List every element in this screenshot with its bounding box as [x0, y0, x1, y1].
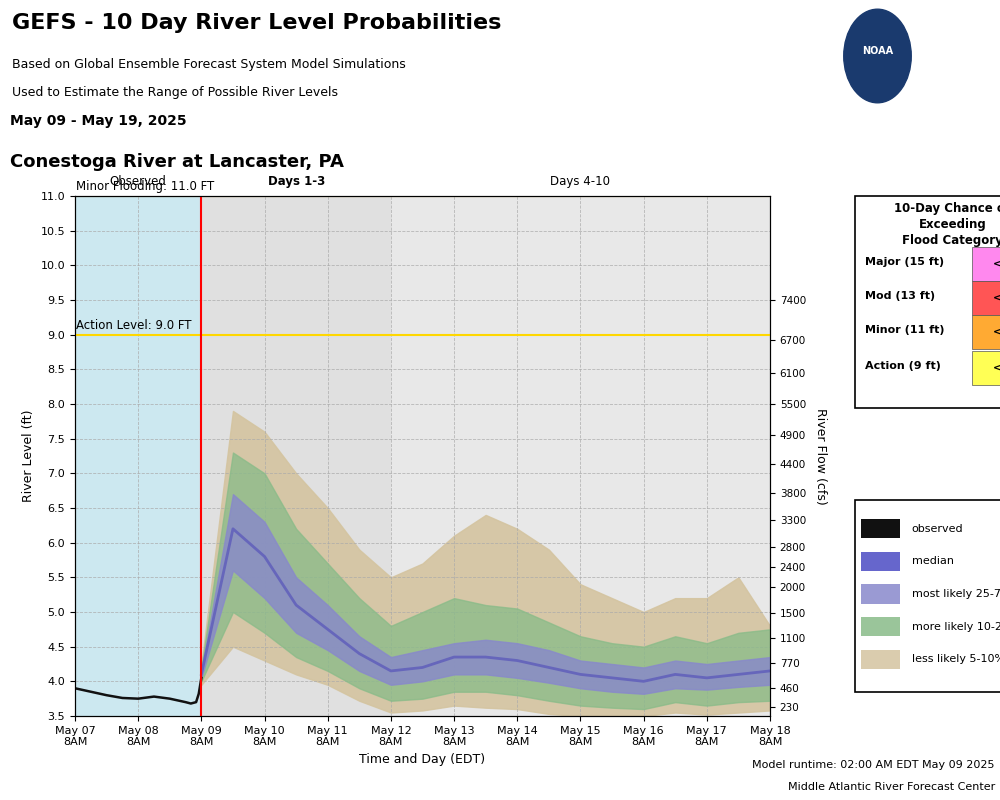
Text: Action (9 ft): Action (9 ft) [865, 361, 941, 370]
Text: more likely 10-25%: more likely 10-25% [912, 622, 1000, 632]
Bar [861, 617, 900, 636]
Bar [201, 196, 391, 716]
Y-axis label: River Flow (cfs): River Flow (cfs) [814, 408, 827, 504]
Text: NOAA: NOAA [862, 46, 893, 56]
Circle shape [844, 10, 911, 102]
Text: Action Level: 9.0 FT: Action Level: 9.0 FT [76, 319, 192, 332]
Bar [75, 196, 201, 716]
Text: GEFS - 10 Day River Level Probabilities: GEFS - 10 Day River Level Probabilities [12, 13, 501, 33]
Bar [861, 650, 900, 669]
Text: Minor (11 ft): Minor (11 ft) [865, 325, 944, 334]
Bar [972, 281, 1000, 314]
Text: < 5%: < 5% [993, 293, 1000, 302]
Text: Minor Flooding: 11.0 FT: Minor Flooding: 11.0 FT [76, 180, 215, 194]
Y-axis label: River Level (ft): River Level (ft) [22, 410, 35, 502]
Text: Mod (13 ft): Mod (13 ft) [865, 290, 935, 301]
Text: less likely 5-10%: less likely 5-10% [912, 654, 1000, 664]
Text: < 5%: < 5% [993, 326, 1000, 337]
Text: < 5%: < 5% [993, 259, 1000, 269]
Text: observed: observed [912, 524, 963, 534]
Bar [972, 350, 1000, 385]
Text: < 5%: < 5% [993, 362, 1000, 373]
Text: 10-Day Chance of
Exceeding
Flood Category: 10-Day Chance of Exceeding Flood Categor… [894, 202, 1000, 247]
Text: Days 1-3: Days 1-3 [268, 175, 325, 188]
Text: median: median [912, 557, 954, 566]
Text: Days 4-10: Days 4-10 [550, 175, 610, 188]
Text: Middle Atlantic River Forecast Center: Middle Atlantic River Forecast Center [788, 782, 995, 792]
Bar [972, 314, 1000, 349]
Text: Used to Estimate the Range of Possible River Levels: Used to Estimate the Range of Possible R… [12, 86, 338, 99]
Text: May 09 - May 19, 2025: May 09 - May 19, 2025 [10, 114, 187, 128]
Bar [861, 552, 900, 571]
Bar [972, 247, 1000, 281]
Text: Based on Global Ensemble Forecast System Model Simulations: Based on Global Ensemble Forecast System… [12, 58, 406, 71]
X-axis label: Time and Day (EDT): Time and Day (EDT) [359, 753, 486, 766]
Text: NWS: NWS [942, 46, 968, 56]
Bar [391, 196, 770, 716]
Text: Observed: Observed [110, 175, 167, 188]
Bar [861, 519, 900, 538]
Text: Conestoga River at Lancaster, PA: Conestoga River at Lancaster, PA [10, 153, 344, 170]
Text: Major (15 ft): Major (15 ft) [865, 257, 944, 266]
Text: most likely 25-75%: most likely 25-75% [912, 589, 1000, 599]
Bar [861, 585, 900, 604]
Text: Model runtime: 02:00 AM EDT May 09 2025: Model runtime: 02:00 AM EDT May 09 2025 [753, 760, 995, 770]
